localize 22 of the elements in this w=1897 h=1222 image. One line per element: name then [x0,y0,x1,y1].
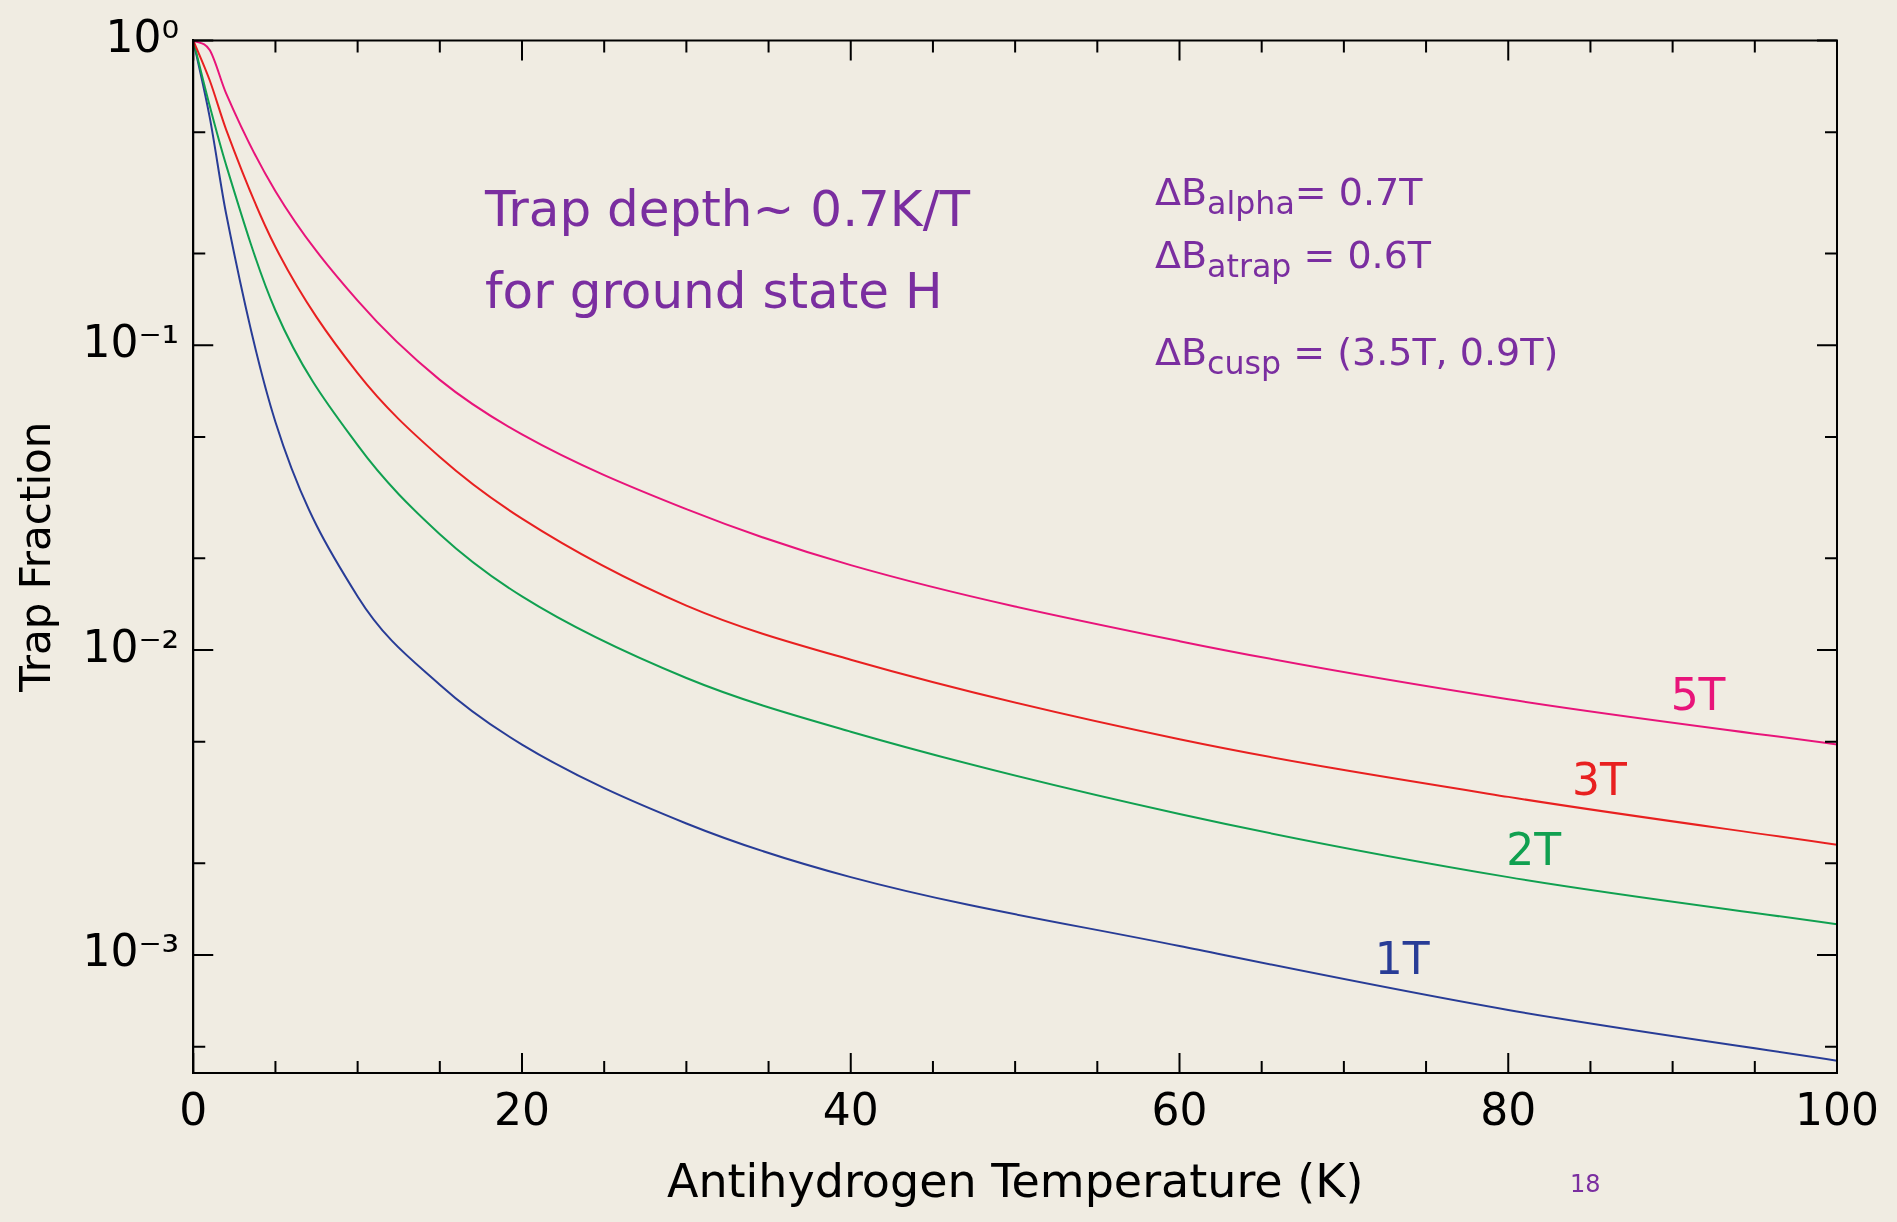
annotation: ΔB$_{alpha}$= 0.7T [1155,170,1423,221]
series-label: 3T [1572,753,1627,805]
x-tick-label: 40 [822,1083,879,1135]
y-tick-label: 10⁻¹ [82,315,180,367]
y-tick-label: 10⁻² [82,620,180,672]
x-axis-title: Antihydrogen Temperature (K) [666,1154,1364,1209]
text: 18 [1570,1170,1601,1198]
y-tick-label: 10⁻³ [82,925,180,977]
annotation: for ground state H [485,262,943,320]
y-tick-label: 10⁰ [105,10,180,62]
x-tick-label: 20 [494,1083,550,1135]
series-label: 5T [1670,668,1726,720]
annotation: Trap depth~ 0.7K/T [485,180,971,238]
y-axis-title: Trap Fraction [11,421,61,693]
x-tick-label: 80 [1480,1083,1537,1135]
annotation: ΔB$_{atrap}$ = 0.6T [1155,233,1432,284]
x-tick-label: 100 [1795,1083,1879,1135]
series-label: 2T [1506,824,1562,876]
x-tick-label: 60 [1151,1083,1208,1135]
series-label: 1T [1374,933,1430,985]
annotation: ΔB$_{cusp}$ = (3.5T, 0.9T) [1155,330,1559,381]
x-tick-label: 0 [179,1083,208,1135]
